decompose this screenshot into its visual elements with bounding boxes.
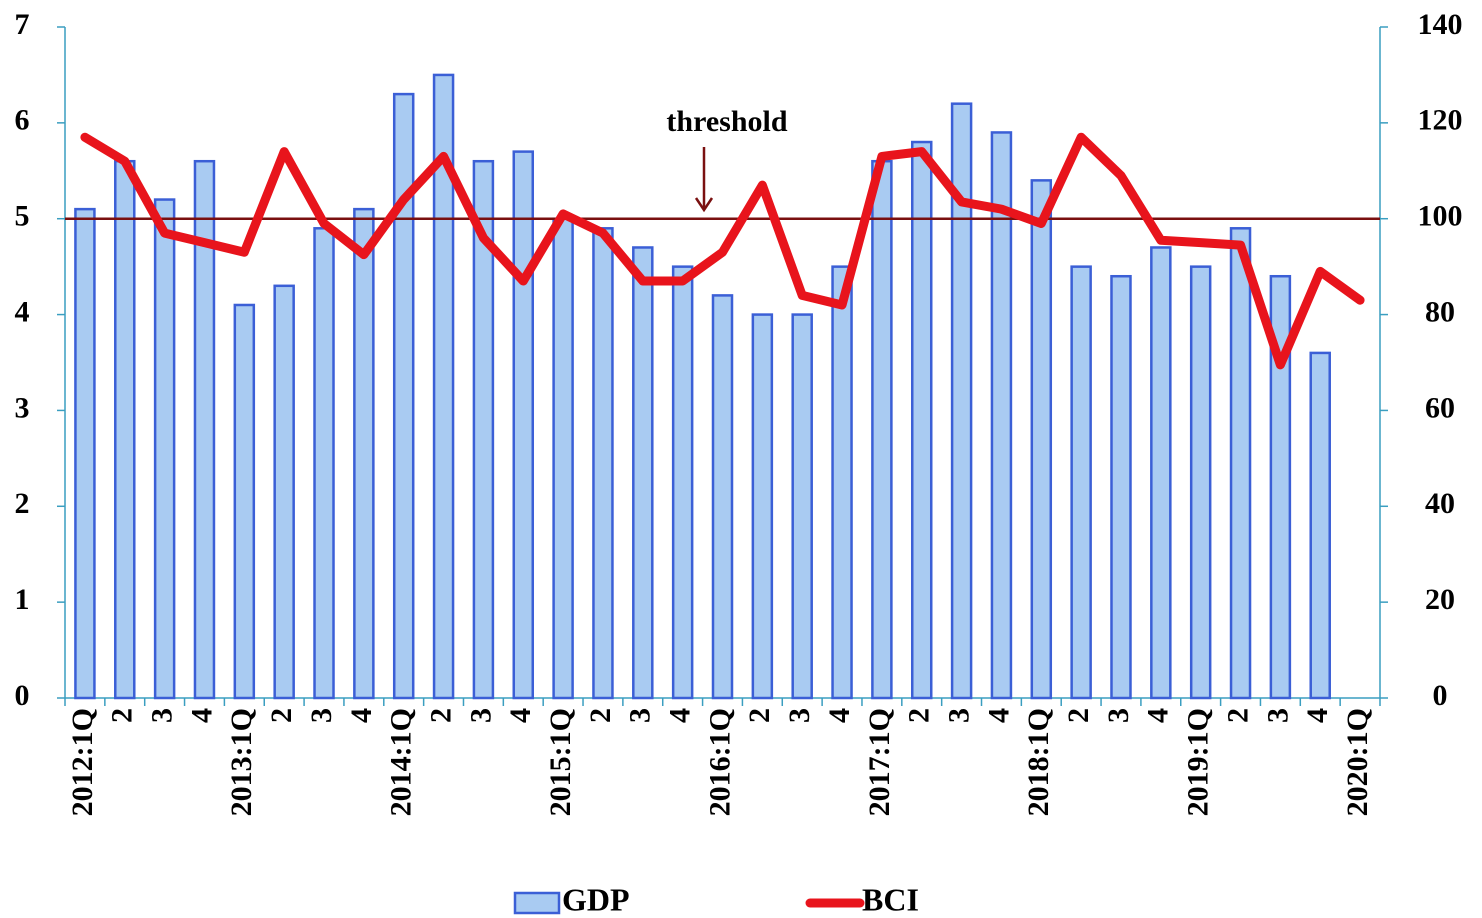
x-tick-label: 2 [743,708,776,723]
x-tick-label: 2016:1Q [703,708,736,816]
x-tick-label: 4 [345,708,378,723]
x-tick-label: 2 [1062,708,1095,723]
bar [392,92,415,700]
x-tick-label: 2013:1Q [225,708,258,816]
x-tick-label: 2017:1Q [863,708,896,816]
y2-tick-label: 80 [1425,295,1455,328]
x-tick-label: 3 [146,708,179,723]
x-tick-label: 2 [106,708,139,723]
legend-label: GDP [562,881,630,917]
bar [432,73,455,700]
bar [273,284,295,700]
x-tick-label: 2 [424,708,457,723]
threshold-arrow-head [694,197,714,213]
x-tick-label: 2 [1221,708,1254,723]
y2-tick-label: 20 [1425,583,1455,616]
bar [552,217,574,700]
y-tick-label: 6 [15,104,30,137]
bar [233,303,256,700]
bar [193,159,216,700]
x-tick-label: 3 [1261,708,1294,723]
bar [74,207,96,700]
x-tick-label: 3 [783,708,816,723]
x-tick-label: 3 [305,708,338,723]
y-tick-label: 3 [15,391,30,424]
y2-tick-label: 60 [1425,391,1455,424]
bar [671,265,694,700]
bar [512,150,535,700]
bar [1110,274,1132,700]
y-tick-label: 1 [15,583,30,616]
bar [990,131,1013,700]
x-tick-label: 3 [1102,708,1135,723]
x-tick-label: 3 [624,708,657,723]
y2-tick-label: 120 [1418,104,1463,137]
bar [1070,265,1092,700]
bar [472,159,495,700]
x-tick-label: 4 [823,708,856,723]
x-tick-label: 2019:1Q [1182,708,1215,816]
threshold-label: threshold [666,105,787,138]
legend-swatch [513,891,561,915]
y2-tick-label: 0 [1433,679,1448,712]
bar [791,313,813,700]
bar [871,159,893,700]
bar [313,227,335,700]
x-tick-label: 2012:1Q [66,708,99,816]
x-tick-label: 2018:1Q [1022,708,1055,816]
x-tick-label: 4 [1142,708,1175,723]
x-tick-label: 2 [265,708,298,723]
y-tick-label: 7 [15,8,30,41]
legend-label: BCI [862,881,919,917]
bar [1189,265,1212,700]
x-tick-label: 4 [664,708,697,723]
x-tick-label: 4 [982,708,1015,723]
x-tick-label: 4 [504,708,537,723]
bar [711,294,734,700]
x-tick-label: 2 [584,708,617,723]
x-tick-label: 2020:1Q [1341,708,1374,816]
bar [831,265,853,700]
x-tick-label: 3 [464,708,497,723]
x-tick-label: 4 [185,708,218,723]
bar [1309,351,1331,700]
y-tick-label: 2 [15,487,30,520]
bar [114,159,136,700]
y-tick-label: 5 [15,200,30,233]
bar [1229,227,1252,700]
line [80,132,1365,370]
bar [153,198,176,700]
y-tick-label: 0 [15,679,30,712]
x-tick-label: 2014:1Q [385,708,418,816]
bar [950,102,973,700]
bar [751,313,774,700]
bar [1269,274,1292,700]
x-tick-label: 4 [1301,708,1334,723]
y2-tick-label: 140 [1418,8,1463,41]
bar [592,227,614,700]
x-tick-label: 3 [942,708,975,723]
bar [910,140,933,700]
y2-tick-label: 100 [1418,200,1463,233]
bar [632,246,654,700]
x-tick-label: 2015:1Q [544,708,577,816]
bar [1030,179,1053,700]
y-tick-label: 4 [15,295,30,328]
bar [1150,246,1172,700]
x-tick-label: 2 [903,708,936,723]
y2-tick-label: 40 [1425,487,1455,520]
bar [353,207,375,700]
